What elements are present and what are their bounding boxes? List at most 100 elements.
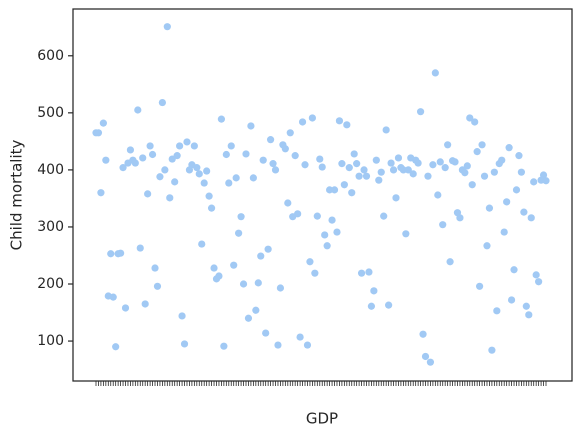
point: [321, 231, 329, 239]
point: [512, 186, 521, 194]
point: [257, 252, 265, 260]
point: [217, 115, 226, 123]
point: [109, 293, 117, 301]
point: [370, 287, 378, 295]
point: [296, 333, 304, 341]
point: [121, 304, 130, 312]
point: [266, 136, 275, 144]
point: [404, 166, 412, 174]
point: [311, 269, 319, 277]
point: [517, 168, 526, 176]
point: [215, 272, 223, 280]
point: [355, 172, 363, 180]
point: [298, 118, 307, 126]
y-tick-label: 500: [37, 105, 64, 121]
point: [141, 300, 149, 308]
point: [461, 169, 469, 177]
point: [353, 160, 361, 168]
point: [436, 158, 444, 166]
point: [532, 271, 540, 279]
point: [102, 156, 110, 164]
point: [365, 268, 373, 276]
point: [387, 159, 395, 167]
point: [239, 280, 248, 288]
point: [269, 160, 277, 168]
point: [488, 346, 496, 354]
point: [402, 230, 410, 238]
point: [348, 189, 356, 197]
point: [316, 155, 324, 163]
point: [451, 158, 459, 166]
point: [399, 166, 407, 174]
point: [139, 154, 147, 162]
point: [126, 146, 135, 154]
point: [426, 358, 435, 366]
point: [328, 216, 336, 224]
point: [419, 330, 427, 338]
point: [264, 245, 272, 253]
point: [247, 122, 255, 130]
point: [274, 341, 282, 349]
point: [171, 178, 179, 186]
point: [535, 278, 543, 286]
y-tick-label: 100: [37, 333, 64, 349]
point: [375, 176, 383, 184]
point: [220, 342, 228, 350]
point: [539, 171, 548, 179]
point: [490, 168, 498, 176]
point: [195, 170, 203, 178]
point: [134, 106, 142, 114]
x-axis-label: GDP: [306, 410, 338, 428]
point: [227, 142, 235, 150]
point: [367, 302, 376, 310]
point: [468, 181, 476, 189]
point: [225, 179, 233, 187]
point: [136, 244, 144, 252]
point: [507, 296, 516, 304]
y-tick-label: 400: [37, 162, 64, 178]
point: [485, 204, 494, 212]
point: [308, 114, 316, 122]
point: [210, 264, 218, 272]
point: [333, 228, 341, 236]
point: [144, 190, 152, 198]
point: [380, 212, 388, 220]
point: [200, 179, 208, 187]
point: [163, 23, 171, 31]
point: [444, 141, 452, 149]
point: [235, 229, 243, 237]
point: [178, 312, 186, 320]
point: [478, 141, 486, 149]
point: [313, 212, 321, 220]
point: [357, 269, 366, 277]
point: [158, 98, 166, 107]
point: [476, 282, 484, 290]
point: [306, 258, 314, 266]
point: [463, 162, 471, 170]
point: [286, 129, 294, 137]
point: [131, 159, 139, 167]
point: [510, 266, 518, 274]
point: [350, 150, 358, 158]
y-axis-label: Child mortality: [8, 140, 26, 251]
point: [421, 352, 430, 361]
point: [434, 191, 442, 199]
point: [480, 172, 489, 180]
point: [429, 161, 437, 169]
point: [153, 282, 162, 290]
point: [190, 142, 198, 150]
point: [416, 108, 425, 116]
point: [303, 341, 312, 349]
point: [116, 249, 125, 257]
point: [94, 129, 103, 137]
point: [301, 161, 309, 169]
point: [294, 210, 302, 218]
point: [244, 314, 253, 322]
point: [119, 164, 127, 172]
point: [456, 214, 464, 222]
point: [483, 242, 491, 250]
point: [340, 181, 348, 189]
point: [284, 199, 292, 207]
point: [439, 221, 447, 229]
